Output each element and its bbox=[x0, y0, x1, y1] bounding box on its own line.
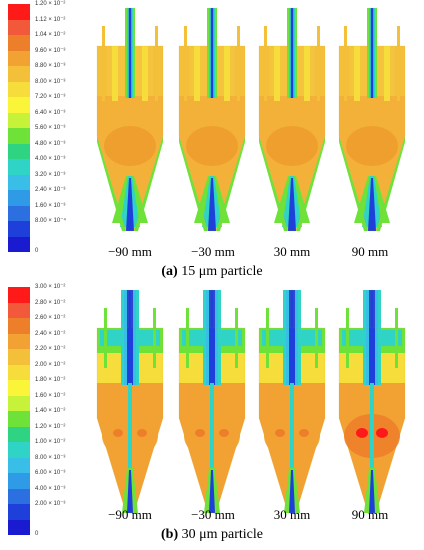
legend-swatch bbox=[8, 50, 30, 66]
caption-text: 30 μm particle bbox=[178, 527, 263, 542]
contour-panel-b bbox=[96, 289, 406, 514]
cyclone-contour bbox=[96, 7, 164, 232]
legend-swatch bbox=[8, 128, 30, 144]
legend-label: 1.12 × 10⁻² bbox=[35, 16, 66, 23]
legend-swatch bbox=[8, 236, 30, 252]
caption-letter: (b) bbox=[161, 527, 179, 542]
cyclone-contour bbox=[258, 7, 326, 232]
legend-label: 2.60 × 10⁻² bbox=[35, 315, 66, 321]
legend-swatch bbox=[8, 287, 30, 303]
caption-a: (a) 15 μm particle bbox=[0, 264, 424, 280]
legend-swatch bbox=[8, 473, 30, 489]
position-label: 90 mm bbox=[351, 244, 389, 259]
legend-label: 5.60 × 10⁻³ bbox=[35, 125, 66, 131]
legend-label: 1.60 × 10⁻³ bbox=[35, 202, 66, 209]
legend-swatch bbox=[8, 143, 30, 159]
legend-label: 2.00 × 10⁻³ bbox=[35, 501, 66, 507]
legend-swatch bbox=[8, 504, 30, 520]
legend-label: 6.40 × 10⁻³ bbox=[35, 109, 66, 116]
legend-swatch bbox=[8, 395, 30, 411]
legend-swatch bbox=[8, 333, 30, 349]
legend-label: 2.20 × 10⁻² bbox=[35, 346, 66, 352]
legend-label: 2.80 × 10⁻² bbox=[35, 299, 66, 306]
legend-label: 1.80 × 10⁻² bbox=[35, 377, 66, 383]
position-label: 30 mm bbox=[273, 507, 311, 522]
cyclone-contour bbox=[338, 7, 406, 232]
cyclone-contour bbox=[258, 289, 326, 514]
legend-swatch bbox=[8, 411, 30, 427]
position-label: −30 mm bbox=[191, 244, 235, 259]
legend-label: 1.20 × 10⁻² bbox=[35, 1, 66, 7]
legend-swatch bbox=[8, 457, 30, 473]
legend-label: 2.00 × 10⁻² bbox=[35, 361, 66, 368]
legend-swatch bbox=[8, 221, 30, 237]
legend-label: 8.80 × 10⁻³ bbox=[35, 63, 66, 69]
legend-swatch bbox=[8, 302, 30, 318]
caption-letter: (a) bbox=[161, 264, 178, 279]
caption-b: (b) 30 μm particle bbox=[0, 527, 424, 543]
legend-swatch bbox=[8, 442, 30, 458]
legend-label: 0 bbox=[35, 248, 39, 254]
legend-swatch bbox=[8, 190, 30, 206]
legend-label: 2.40 × 10⁻³ bbox=[35, 187, 66, 193]
legend-label: 1.40 × 10⁻² bbox=[35, 408, 66, 414]
position-label: −30 mm bbox=[191, 507, 235, 522]
legend-swatch bbox=[8, 35, 30, 51]
position-label: 30 mm bbox=[273, 244, 311, 259]
contour-panel-a bbox=[96, 7, 406, 232]
position-label: 90 mm bbox=[351, 507, 389, 522]
legend-label: 4.80 × 10⁻³ bbox=[35, 140, 66, 147]
legend-swatch bbox=[8, 174, 30, 190]
legend-swatch bbox=[8, 380, 30, 396]
legend-swatch bbox=[8, 488, 30, 504]
legend-label: 1.60 × 10⁻² bbox=[35, 392, 66, 399]
cyclone-contour bbox=[178, 289, 246, 514]
legend-swatch bbox=[8, 364, 30, 380]
legend-label: 7.20 × 10⁻³ bbox=[35, 94, 66, 100]
legend-label: 3.00 × 10⁻² bbox=[35, 284, 66, 290]
legend-swatch bbox=[8, 66, 30, 82]
legend-swatch bbox=[8, 159, 30, 175]
legend-label: 3.20 × 10⁻³ bbox=[35, 171, 66, 178]
legend-label: 6.00 × 10⁻³ bbox=[35, 470, 66, 476]
legend-swatch bbox=[8, 205, 30, 221]
legend-label: 0 bbox=[35, 531, 39, 537]
cyclone-contour bbox=[96, 289, 164, 514]
legend-swatch bbox=[8, 519, 30, 535]
legend-label: 4.00 × 10⁻³ bbox=[35, 156, 66, 162]
legend-swatch bbox=[8, 426, 30, 442]
legend-swatch bbox=[8, 112, 30, 128]
legend-swatch bbox=[8, 19, 30, 35]
cyclone-contour bbox=[178, 7, 246, 232]
legend-swatch bbox=[8, 81, 30, 97]
cyclone-contour bbox=[338, 289, 406, 514]
legend-label: 2.40 × 10⁻² bbox=[35, 330, 66, 337]
legend-label: 1.20 × 10⁻² bbox=[35, 423, 66, 430]
legend-label: 1.04 × 10⁻² bbox=[35, 32, 66, 38]
legend-label: 4.00 × 10⁻³ bbox=[35, 485, 66, 492]
legend-label: 8.00 × 10⁻³ bbox=[35, 78, 66, 85]
legend-swatch bbox=[8, 318, 30, 334]
caption-text: 15 μm particle bbox=[177, 264, 263, 279]
position-label: −90 mm bbox=[108, 507, 152, 522]
position-label: −90 mm bbox=[108, 244, 152, 259]
legend-label: 8.00 × 10⁻⁴ bbox=[35, 218, 66, 224]
legend-swatch bbox=[8, 97, 30, 113]
legend-label: 8.00 × 10⁻³ bbox=[35, 454, 66, 461]
legend-label: 9.60 × 10⁻³ bbox=[35, 47, 66, 54]
legend-swatch bbox=[8, 349, 30, 365]
legend-label: 1.00 × 10⁻² bbox=[35, 439, 66, 445]
legend-swatch bbox=[8, 4, 30, 20]
